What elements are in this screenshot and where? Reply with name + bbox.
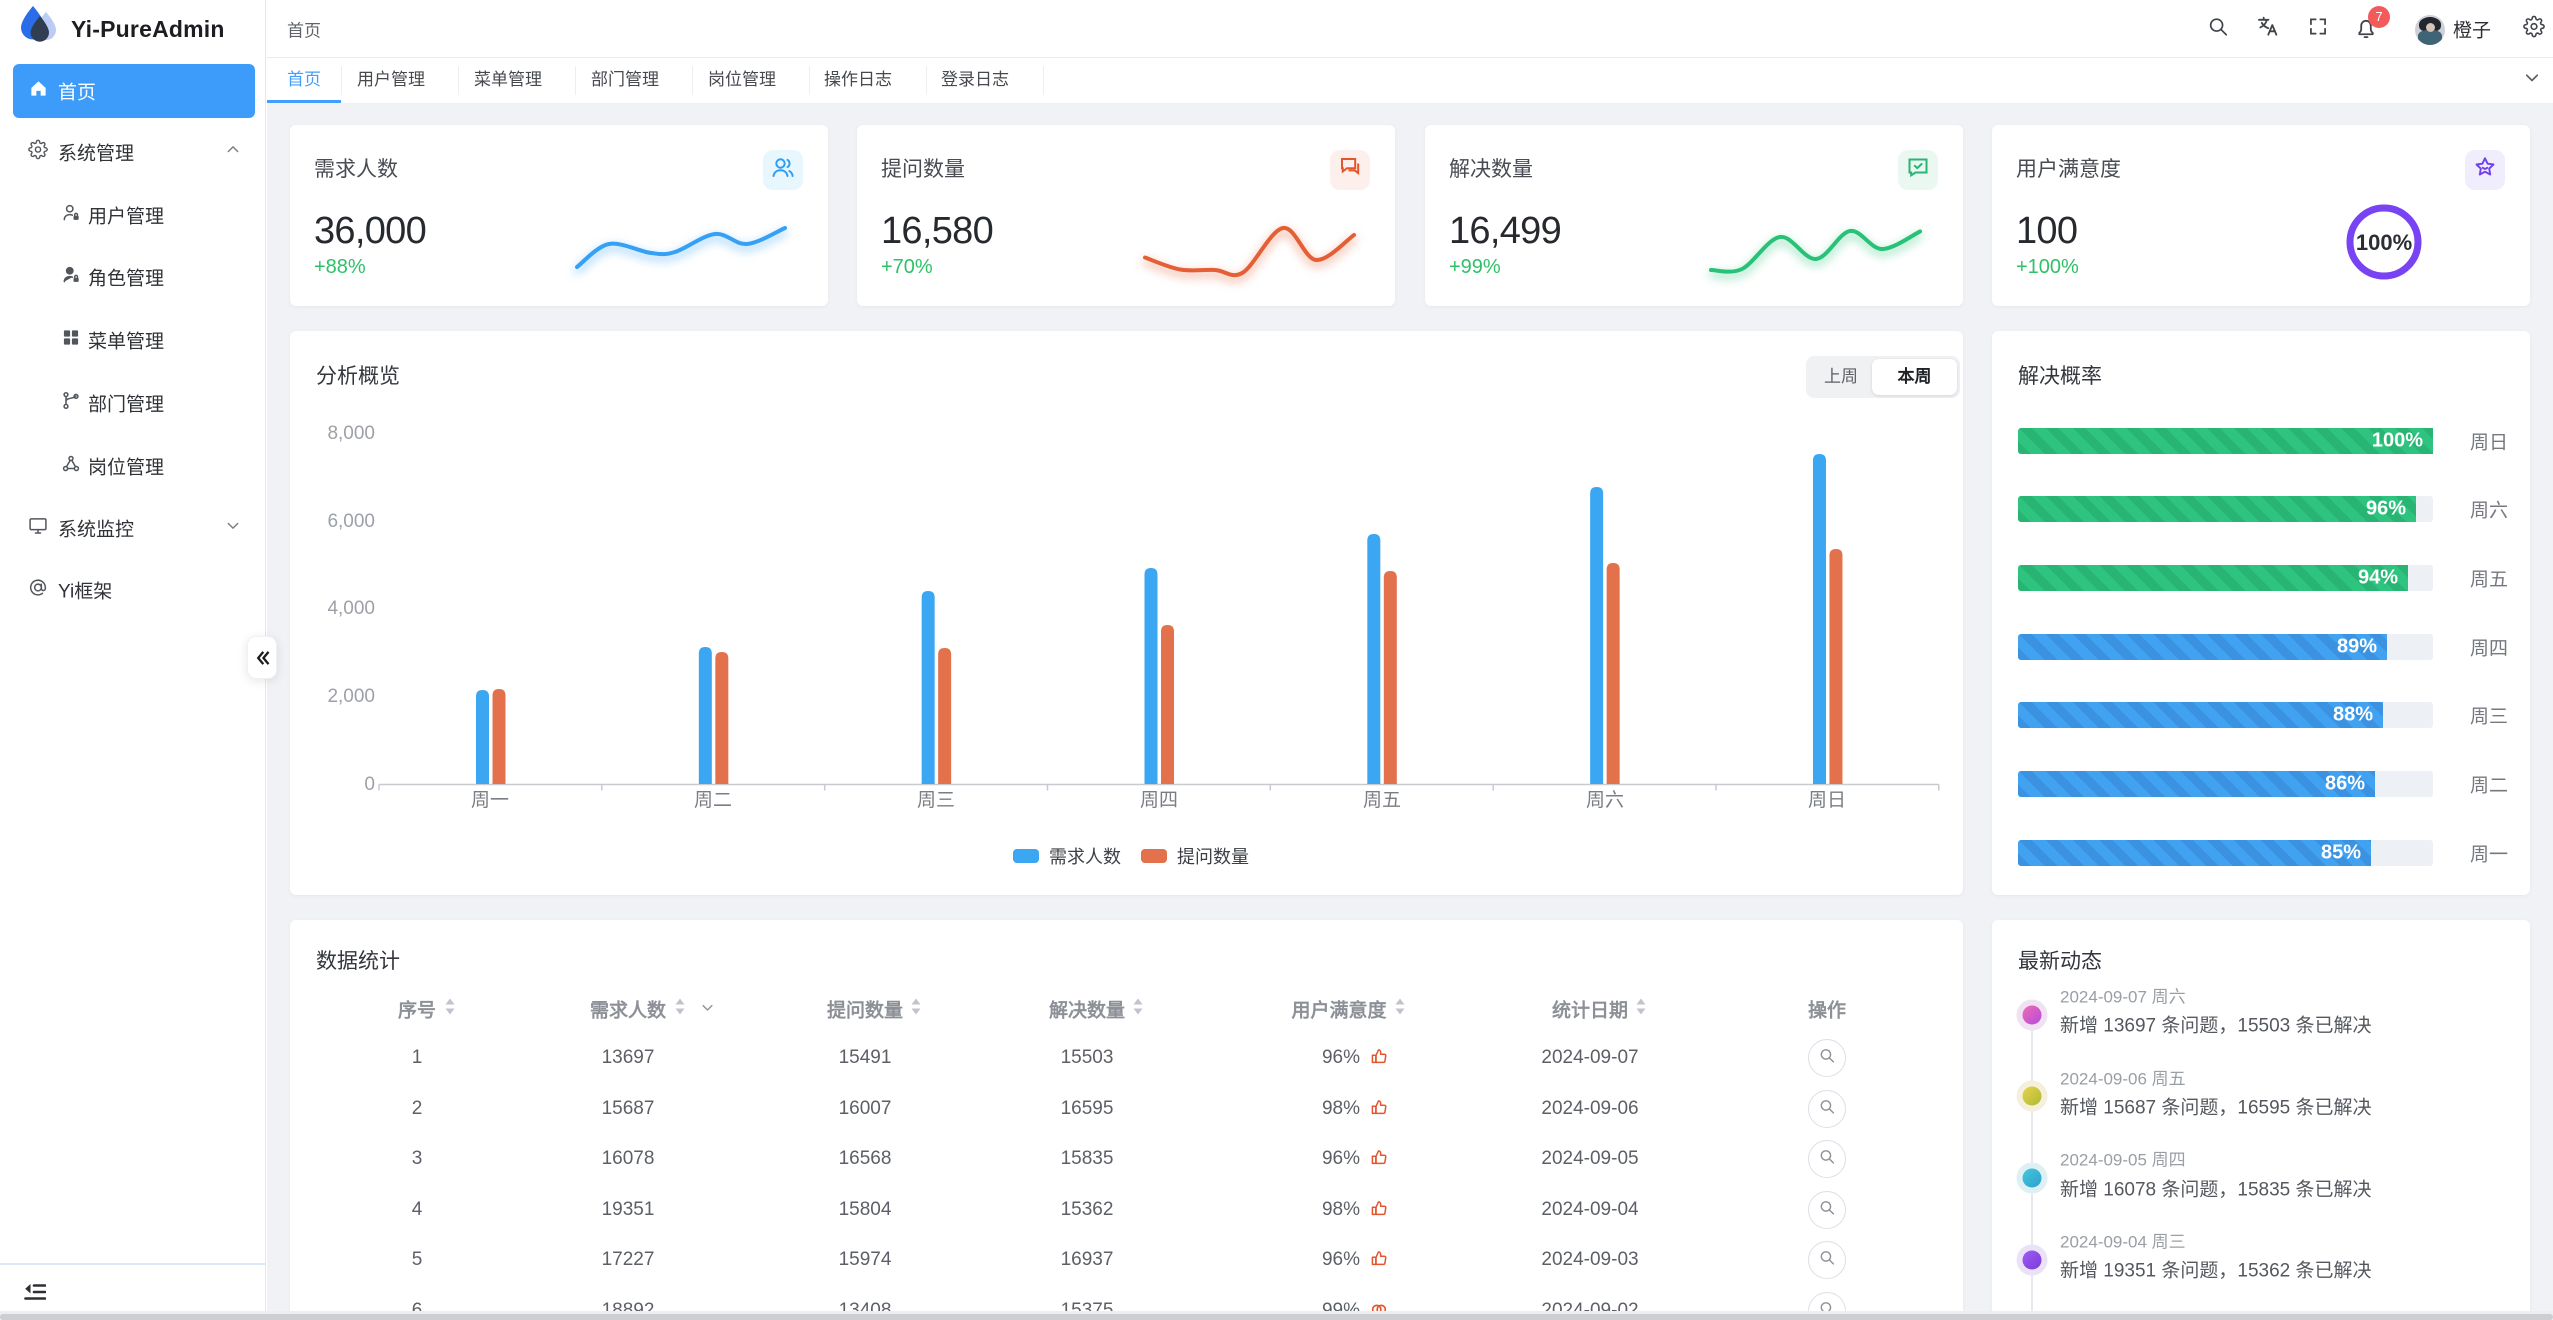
svg-text:周日: 周日 [1808,790,1846,811]
svg-text:2,000: 2,000 [327,686,375,707]
svg-text:6,000: 6,000 [327,511,375,532]
svg-text:周一: 周一 [471,790,509,811]
svg-text:周四: 周四 [1140,790,1178,811]
svg-text:周五: 周五 [1363,790,1401,811]
svg-text:0: 0 [364,774,375,795]
svg-text:周三: 周三 [917,790,955,811]
svg-text:4,000: 4,000 [327,598,375,619]
svg-text:周六: 周六 [1586,789,1624,811]
svg-text:100%: 100% [2356,230,2412,255]
svg-text:8,000: 8,000 [327,423,375,444]
svg-text:周二: 周二 [694,790,732,811]
